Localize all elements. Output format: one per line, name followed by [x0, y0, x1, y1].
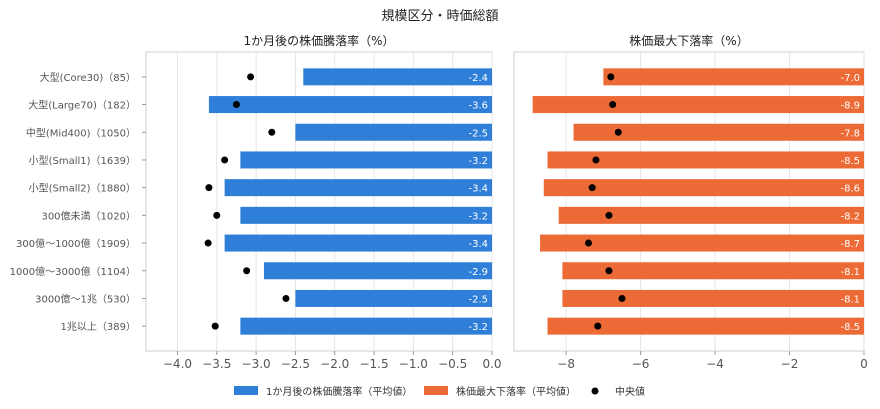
category-label: 小型(Small2)（1880） [29, 182, 136, 195]
category-label: 300億〜1000億（1909） [16, 237, 136, 250]
right-bar-value-label: -7.0 [840, 73, 860, 84]
right-x-tick-label: −6 [632, 357, 650, 371]
right-bar [540, 234, 864, 252]
left-bar-value-label: -3.6 [468, 101, 488, 112]
right-bar [558, 206, 864, 224]
left-bar [240, 206, 492, 224]
right-x-tick-label: −4 [706, 357, 724, 371]
right-median-point [609, 101, 617, 109]
left-bar [295, 289, 492, 307]
left-median-point [232, 101, 240, 109]
category-label: 3000億〜1兆（530） [35, 292, 136, 305]
right-bar [573, 123, 864, 141]
left-bar-value-label: -2.4 [468, 73, 488, 84]
left-chart-title: 1か月後の株価騰落率（%） [243, 33, 394, 48]
right-bar-value-label: -8.2 [840, 211, 860, 222]
left-bar [240, 151, 492, 169]
left-median-point [268, 128, 276, 136]
left-median-point [243, 267, 251, 275]
legend-swatch [424, 386, 448, 395]
left-bar-value-label: -3.2 [468, 156, 488, 167]
left-bar-value-label: -3.2 [468, 322, 488, 333]
left-bar [208, 96, 492, 114]
legend-label: 1か月後の株価騰落率（平均値） [266, 385, 412, 398]
left-x-tick-label: −3.5 [202, 357, 231, 371]
right-median-point [614, 128, 622, 136]
right-chart-title: 株価最大下落率（%） [629, 33, 748, 48]
right-median-point [605, 211, 613, 219]
legend-swatch [234, 386, 258, 395]
right-bar [547, 151, 864, 169]
category-label: 1兆以上（389） [61, 321, 136, 333]
left-bar [224, 179, 493, 197]
right-median-point [618, 294, 626, 302]
left-bar [263, 262, 492, 280]
right-bar-value-label: -8.7 [840, 239, 860, 250]
right-bar-value-label: -8.5 [840, 322, 860, 333]
right-median-point [584, 239, 592, 247]
left-x-tick-label: −4.0 [163, 357, 192, 371]
category-label: 300億未満（1020） [41, 209, 136, 222]
right-x-tick-label: 0 [860, 357, 868, 371]
category-label: 大型(Large70)（182） [28, 99, 136, 112]
right-median-point [605, 267, 613, 275]
left-median-point [211, 322, 219, 330]
left-bar [240, 317, 492, 335]
left-bar-value-label: -3.4 [468, 184, 488, 195]
left-x-tick-label: −1.5 [359, 357, 388, 371]
left-median-point [247, 73, 255, 81]
right-bar [543, 179, 864, 197]
left-bar-value-label: -2.5 [468, 294, 488, 305]
right-median-point [588, 184, 596, 192]
left-median-point [213, 211, 221, 219]
left-x-tick-label: −2.0 [320, 357, 349, 371]
right-x-tick-label: −2 [781, 357, 799, 371]
left-bar [224, 234, 493, 252]
right-bar [562, 262, 864, 280]
left-median-point [282, 294, 290, 302]
left-x-tick-label: −3.0 [242, 357, 271, 371]
category-label: 大型(Core30)（85） [40, 71, 136, 84]
right-bar [532, 96, 864, 114]
right-median-point [592, 156, 600, 164]
left-bar [295, 123, 492, 141]
right-bar-value-label: -8.1 [840, 294, 860, 305]
right-bar-value-label: -7.8 [840, 128, 860, 139]
legend: 1か月後の株価騰落率（平均値） 株価最大下落率（平均値） 中央値 [234, 385, 645, 398]
left-bar-value-label: -2.5 [468, 128, 488, 139]
right-x-tick-label: −8 [557, 357, 575, 371]
left-bar-value-label: -3.2 [468, 211, 488, 222]
legend-label: 中央値 [615, 385, 645, 398]
right-bar [562, 289, 864, 307]
figure-title: 規模区分・時価総額 [381, 9, 498, 24]
legend-marker [591, 387, 599, 395]
right-bar-value-label: -8.6 [840, 184, 860, 195]
left-bar-value-label: -2.9 [468, 267, 488, 278]
left-median-point [205, 184, 213, 192]
right-median-point [607, 73, 615, 81]
left-x-tick-label: −1.0 [399, 357, 428, 371]
left-median-point [204, 239, 212, 247]
left-bar [303, 68, 492, 86]
left-x-tick-label: 0.0 [482, 357, 501, 371]
category-label: 小型(Small1)（1639） [29, 154, 136, 167]
right-median-point [594, 322, 602, 330]
left-bar-value-label: -3.4 [468, 239, 488, 250]
right-chart-panel: −8 −6 −4 −2 0 株価最大下落率（%） -7.0 -8.9 -7.8 -8.5 -8.6 -… [513, 33, 868, 371]
right-bar [547, 317, 864, 335]
right-bar [603, 68, 864, 86]
legend-label: 株価最大下落率（平均値） [456, 385, 576, 398]
left-x-tick-label: −2.5 [281, 357, 310, 371]
right-bar-value-label: -8.1 [840, 267, 860, 278]
category-label: 1000億〜3000億（1104） [10, 265, 136, 278]
left-chart-panel: −4.0 −3.5 −3.0 −2.5 −2.0 −1.5 −1.0 −0.5 0.0 1か月後の… [10, 33, 502, 371]
right-bar-value-label: -8.9 [840, 101, 860, 112]
left-median-point [221, 156, 229, 164]
category-label: 中型(Mid400)（1050） [26, 126, 136, 139]
right-bar-value-label: -8.5 [840, 156, 860, 167]
left-x-tick-label: −0.5 [438, 357, 467, 371]
